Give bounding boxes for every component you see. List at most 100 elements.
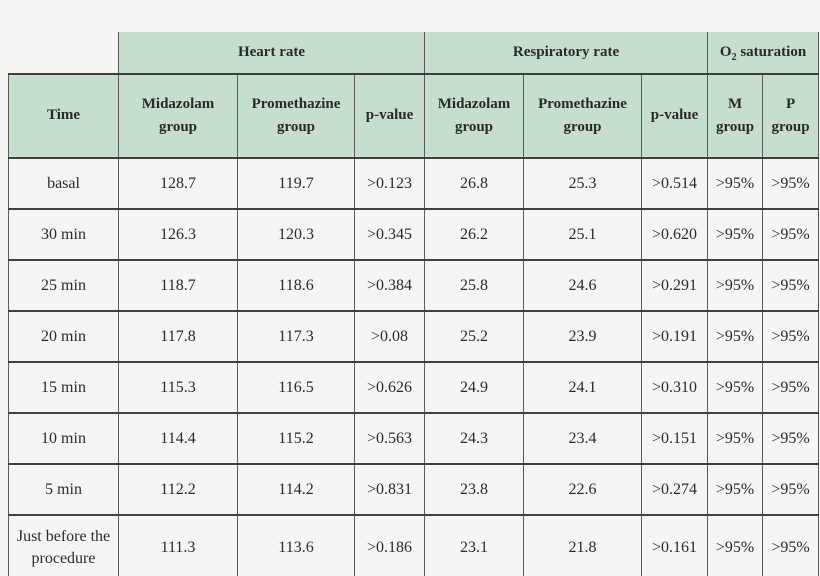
data-cell: 126.3 bbox=[118, 208, 238, 261]
data-cell: >0.626 bbox=[354, 361, 425, 414]
data-cell: >95% bbox=[762, 412, 820, 465]
data-cell: >0.161 bbox=[640, 514, 709, 576]
data-cell: >95% bbox=[762, 259, 820, 312]
data-cell: >0.563 bbox=[354, 412, 425, 465]
table-row: 5 min 112.2 114.2 >0.831 23.8 22.6 >0.274 >95% >… bbox=[8, 463, 820, 516]
row-time-label: 30 min bbox=[8, 208, 119, 261]
data-cell: 23.8 bbox=[424, 463, 524, 516]
column-header-o2-p-group: P group bbox=[762, 73, 820, 159]
column-header-hr-midazolam: Midazolam group bbox=[118, 73, 238, 159]
data-cell: >0.123 bbox=[354, 157, 425, 210]
data-cell: 112.2 bbox=[118, 463, 238, 516]
column-header-rr-midazolam: Midazolam group bbox=[424, 73, 524, 159]
data-cell: >95% bbox=[762, 361, 820, 414]
data-cell: 118.7 bbox=[118, 259, 238, 312]
data-cell: >0.345 bbox=[354, 208, 425, 261]
data-cell: 23.1 bbox=[424, 514, 524, 576]
table-row: 15 min 115.3 116.5 >0.626 24.9 24.1 >0.310 >95%… bbox=[8, 361, 820, 414]
column-header-time: Time bbox=[8, 73, 119, 159]
data-cell: >0.186 bbox=[354, 514, 425, 576]
data-cell: 22.6 bbox=[523, 463, 642, 516]
data-cell: 128.7 bbox=[118, 157, 238, 210]
data-cell: 24.6 bbox=[523, 259, 642, 312]
data-cell: >95% bbox=[707, 514, 764, 576]
data-cell: >0.514 bbox=[640, 157, 709, 210]
o2-label-suffix: saturation bbox=[736, 44, 807, 60]
data-cell: >95% bbox=[707, 259, 764, 312]
data-cell: >95% bbox=[762, 157, 820, 210]
data-cell: 120.3 bbox=[237, 208, 355, 261]
data-cell: 24.1 bbox=[523, 361, 642, 414]
table-row: 10 min 114.4 115.2 >0.563 24.3 23.4 >0.151 >95%… bbox=[8, 412, 820, 465]
table-container: Heart rate Respiratory rate O2 saturatio… bbox=[8, 32, 820, 576]
data-cell: >95% bbox=[762, 514, 820, 576]
table-body: basal 128.7 119.7 >0.123 26.8 25.3 >0.514 >95% >… bbox=[8, 157, 820, 576]
data-cell: 115.3 bbox=[118, 361, 238, 414]
group-header-heart-rate: Heart rate bbox=[118, 32, 425, 75]
data-cell: 25.1 bbox=[523, 208, 642, 261]
data-cell: 25.3 bbox=[523, 157, 642, 210]
group-header-respiratory-rate: Respiratory rate bbox=[423, 32, 709, 75]
data-cell: >95% bbox=[707, 310, 764, 363]
data-cell: >0.291 bbox=[640, 259, 709, 312]
data-cell: >0.831 bbox=[354, 463, 425, 516]
data-cell: >95% bbox=[707, 463, 764, 516]
data-cell: 116.5 bbox=[237, 361, 355, 414]
data-cell: 113.6 bbox=[237, 514, 355, 576]
data-cell: 25.8 bbox=[424, 259, 524, 312]
data-cell: >95% bbox=[762, 208, 820, 261]
data-cell: >95% bbox=[707, 412, 764, 465]
row-time-label: Just before the procedure bbox=[8, 514, 119, 576]
group-header-row: Heart rate Respiratory rate O2 saturatio… bbox=[8, 32, 820, 75]
data-cell: 114.2 bbox=[237, 463, 355, 516]
row-time-label: 5 min bbox=[8, 463, 119, 516]
data-cell: >95% bbox=[707, 361, 764, 414]
data-cell: >0.274 bbox=[640, 463, 709, 516]
data-cell: 117.3 bbox=[237, 310, 355, 363]
column-header-hr-promethazine: Promethazine group bbox=[237, 73, 355, 159]
table-row: 30 min 126.3 120.3 >0.345 26.2 25.1 >0.620 >95%… bbox=[8, 208, 820, 261]
data-cell: >95% bbox=[762, 463, 820, 516]
data-cell: 26.8 bbox=[424, 157, 524, 210]
group-header-o2-saturation: O2 saturation bbox=[707, 32, 820, 75]
data-cell: 26.2 bbox=[424, 208, 524, 261]
data-cell: 115.2 bbox=[237, 412, 355, 465]
column-header-rr-pvalue: p-value bbox=[640, 73, 709, 159]
table-header: Heart rate Respiratory rate O2 saturatio… bbox=[8, 32, 820, 159]
row-time-label: basal bbox=[8, 157, 119, 210]
data-cell: >0.151 bbox=[640, 412, 709, 465]
data-cell: 23.9 bbox=[523, 310, 642, 363]
vital-signs-table: Heart rate Respiratory rate O2 saturatio… bbox=[8, 32, 820, 576]
data-cell: >95% bbox=[762, 310, 820, 363]
o2-label-prefix: O bbox=[719, 44, 732, 60]
data-cell: >95% bbox=[707, 208, 764, 261]
data-cell: 118.6 bbox=[237, 259, 355, 312]
column-header-rr-promethazine: Promethazine group bbox=[523, 73, 642, 159]
data-cell: 24.9 bbox=[424, 361, 524, 414]
data-cell: 117.8 bbox=[118, 310, 238, 363]
data-cell: >95% bbox=[707, 157, 764, 210]
column-header-hr-pvalue: p-value bbox=[354, 73, 425, 159]
table-row: 20 min 117.8 117.3 >0.08 25.2 23.9 >0.191 >95% >… bbox=[8, 310, 820, 363]
data-cell: 111.3 bbox=[118, 514, 238, 576]
data-cell: 23.4 bbox=[523, 412, 642, 465]
corner-cell bbox=[8, 32, 119, 75]
row-time-label: 10 min bbox=[8, 412, 119, 465]
data-cell: >0.310 bbox=[640, 361, 709, 414]
o2-label-subscript: 2 bbox=[731, 52, 737, 63]
column-header-o2-m-group: M group bbox=[707, 73, 764, 159]
data-cell: 21.8 bbox=[523, 514, 642, 576]
table-row: basal 128.7 119.7 >0.123 26.8 25.3 >0.514 >95% >… bbox=[8, 157, 820, 210]
table-row: 25 min 118.7 118.6 >0.384 25.8 24.6 >0.291 >95%… bbox=[8, 259, 820, 312]
column-header-row: Time Midazolam group Promethazine group … bbox=[8, 73, 820, 159]
data-cell: 114.4 bbox=[118, 412, 238, 465]
data-cell: 25.2 bbox=[424, 310, 524, 363]
row-time-label: 15 min bbox=[8, 361, 119, 414]
row-time-label: 25 min bbox=[8, 259, 119, 312]
table-row: Just before the procedure 111.3 113.6 >0.18… bbox=[8, 514, 820, 576]
data-cell: >0.191 bbox=[640, 310, 709, 363]
data-cell: >0.08 bbox=[354, 310, 425, 363]
data-cell: 119.7 bbox=[237, 157, 355, 210]
data-cell: >0.384 bbox=[354, 259, 425, 312]
